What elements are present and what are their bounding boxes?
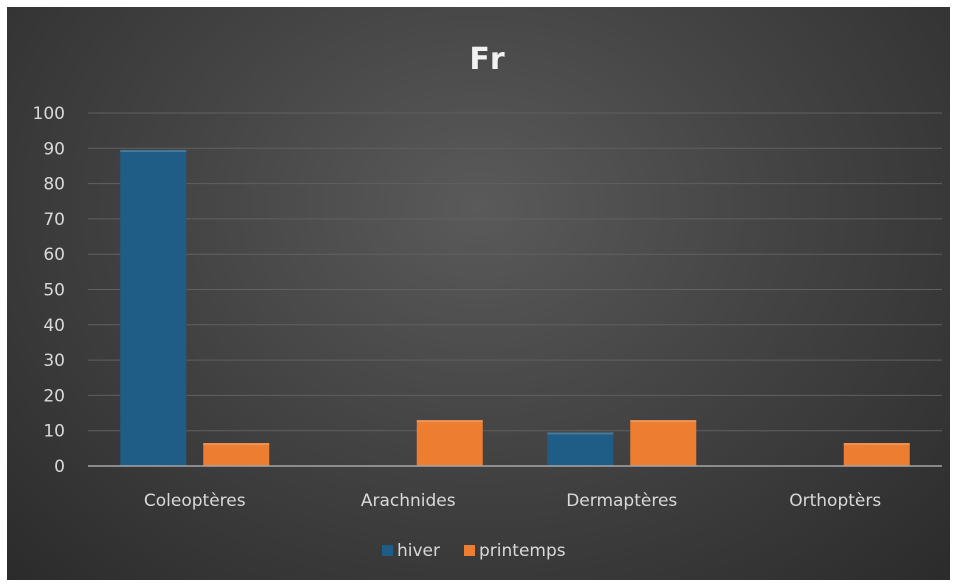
y-tick-label: 30 xyxy=(43,351,65,371)
y-tick-label: 40 xyxy=(43,316,65,336)
legend-swatch xyxy=(464,545,475,556)
bar-highlight xyxy=(120,150,187,153)
y-tick-label: 70 xyxy=(43,210,65,230)
chart-title: Fr xyxy=(469,42,506,77)
y-tick-label: 20 xyxy=(43,386,65,406)
bar-printemps xyxy=(843,443,910,466)
legend-label: hiver xyxy=(397,541,440,561)
x-category-label: Dermaptères xyxy=(566,491,677,511)
bar-highlight xyxy=(843,443,910,446)
bar-highlight xyxy=(630,420,697,423)
bar-printemps xyxy=(416,420,483,466)
legend-label: printemps xyxy=(479,541,566,561)
y-tick-label: 90 xyxy=(43,139,65,159)
y-tick-label: 10 xyxy=(43,422,65,442)
bars xyxy=(120,150,910,466)
chart-area: Fr 0 10 20 30 40 50 60 70 80 90 100 Coleoptères Ara… xyxy=(7,7,950,580)
x-category-label: Coleoptères xyxy=(144,491,246,511)
bar-highlight xyxy=(547,432,614,435)
x-category-label: Arachnides xyxy=(361,491,456,511)
legend-swatch xyxy=(382,545,393,556)
y-tick-label: 0 xyxy=(54,457,65,477)
bar-highlight xyxy=(416,420,483,423)
y-tick-label: 100 xyxy=(33,104,65,124)
y-tick-label: 60 xyxy=(43,245,65,265)
bar-printemps xyxy=(630,420,697,466)
y-axis-ticks: 0 10 20 30 40 50 60 70 80 90 100 xyxy=(33,104,65,477)
chart-canvas: Fr 0 10 20 30 40 50 60 70 80 90 100 Coleoptères Ara… xyxy=(33,42,942,561)
y-tick-label: 50 xyxy=(43,281,65,301)
x-axis-categories: Coleoptères Arachnides Dermaptères Orthoptè… xyxy=(144,491,881,511)
x-category-label: Orthoptèrs xyxy=(789,491,881,511)
bar-printemps xyxy=(203,443,270,466)
y-tick-label: 80 xyxy=(43,175,65,195)
bar-highlight xyxy=(203,443,270,446)
gridlines xyxy=(88,112,942,432)
bar-hiver xyxy=(120,150,187,466)
legend: hiver printemps xyxy=(382,541,566,561)
bar-hiver xyxy=(547,432,614,466)
